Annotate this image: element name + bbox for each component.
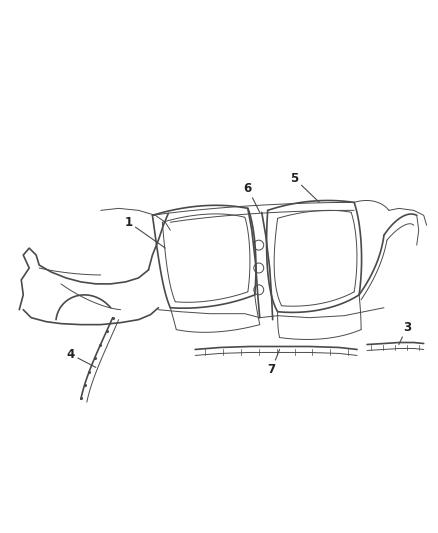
Text: 5: 5 [290,172,319,203]
Text: 7: 7 [268,350,279,376]
Text: 1: 1 [124,216,165,248]
Text: 3: 3 [399,321,411,344]
Text: 6: 6 [244,182,260,212]
Text: 4: 4 [67,348,96,367]
